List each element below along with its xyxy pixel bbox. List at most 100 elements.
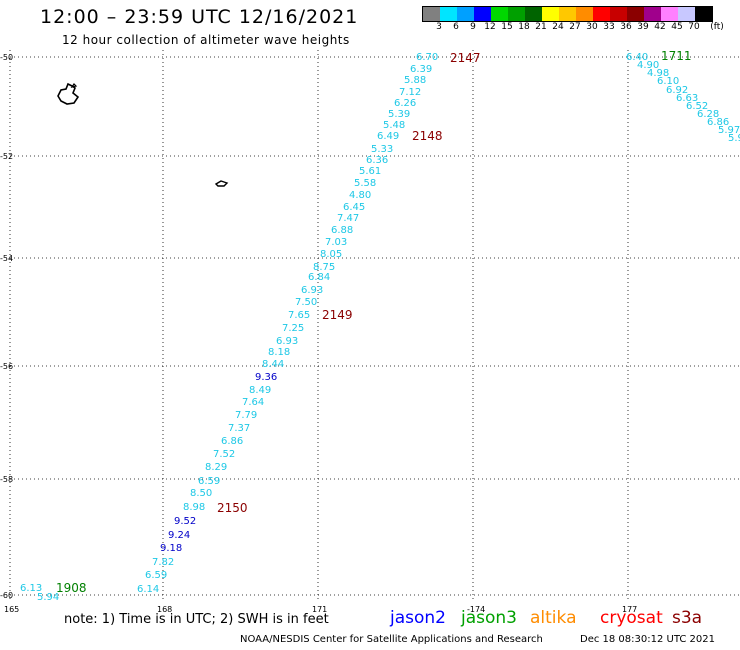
legend-swatch: [695, 7, 712, 21]
swh-value-label: 7.03: [325, 237, 347, 248]
legend-label: 3: [436, 22, 442, 32]
swh-value-label: 9.36: [255, 372, 277, 383]
swh-value-label: 4.80: [349, 190, 371, 201]
legend-swatch: [440, 7, 457, 21]
swh-value-label: 5.48: [383, 120, 405, 131]
page-subtitle: 12 hour collection of altimeter wave hei…: [62, 33, 350, 47]
legend-label: 24: [552, 22, 564, 32]
swh-value-label: 6.52: [686, 101, 708, 112]
swh-value-label: 5.39: [388, 109, 410, 120]
sat-s3a: s3a: [672, 608, 703, 628]
time-label: 2148: [412, 129, 443, 143]
legend-label: 9: [470, 22, 476, 32]
swh-value-label: 6.92: [666, 85, 688, 96]
swh-value-label: 6.39: [410, 64, 432, 75]
time-label: 2149: [322, 308, 353, 322]
swh-value-label: 9.24: [168, 530, 190, 541]
legend-swatch: [542, 7, 559, 21]
swh-value-label: 6.86: [221, 436, 243, 447]
legend-unit: (ft): [710, 22, 724, 32]
swh-value-label: 9.18: [160, 543, 182, 554]
swh-value-label: 6.45: [343, 202, 365, 213]
swh-value-label: 6.84: [308, 272, 330, 283]
swh-value-label: 8.05: [320, 249, 342, 260]
axis-labels: -50 -52 -54 -56 -58 -60 165 168 171 -174 177: [0, 53, 637, 614]
generation-timestamp: Dec 18 08:30:12 UTC 2021: [580, 634, 715, 645]
legend-label: 42: [654, 22, 666, 32]
legend-label: 12: [484, 22, 496, 32]
sat-altika: altika: [530, 608, 577, 628]
lon-tick-label: -174: [467, 605, 485, 614]
legend-swatch: [508, 7, 525, 21]
legend-label: 70: [688, 22, 700, 32]
legend-swatch: [661, 7, 678, 21]
legend-swatch: [474, 7, 491, 21]
swh-value-label: 6.86: [707, 117, 729, 128]
swh-value-label: 9.52: [174, 516, 196, 527]
legend-swatch: [678, 7, 695, 21]
legend-label: 6: [453, 22, 459, 32]
legend-swatch: [610, 7, 627, 21]
lon-tick-label: 177: [622, 605, 637, 614]
campbell-island-shape: [57, 82, 80, 105]
islet-shape: [70, 83, 78, 88]
lon-tick-label: 168: [157, 605, 172, 614]
time-label: 1711: [661, 49, 692, 63]
swh-value-label: 6.70: [416, 52, 438, 63]
swh-value-label: 8.44: [262, 359, 284, 370]
swh-value-label: 7.25: [282, 323, 304, 334]
swh-value-label: 7.82: [152, 557, 174, 568]
color-legend: [422, 6, 713, 22]
swh-value-label: 5.58: [354, 178, 376, 189]
legend-label: 39: [637, 22, 649, 32]
time-label: 2150: [217, 501, 248, 515]
swh-value-label: 6.40: [626, 52, 648, 63]
swh-value-label: 6.13: [20, 583, 42, 594]
swh-value-label: 6.59: [145, 570, 167, 581]
swh-value-label: 7.37: [228, 423, 250, 434]
lat-tick-label: -52: [0, 152, 13, 161]
swh-value-label: 8.50: [190, 488, 212, 499]
swh-value-label: 7.47: [337, 213, 359, 224]
lat-tick-label: -56: [0, 362, 13, 371]
swh-value-label: 8.98: [183, 502, 205, 513]
swh-value-label: 7.65: [288, 310, 310, 321]
legend-label: 21: [535, 22, 547, 32]
sat-jason3: jason3: [461, 608, 517, 628]
legend-label: 27: [569, 22, 581, 32]
swh-value-label: 5.61: [359, 166, 381, 177]
swh-value-label: 8.49: [249, 385, 271, 396]
time-label: 2147: [450, 51, 481, 65]
lat-tick-label: -50: [0, 53, 13, 62]
swh-value-label: 7.79: [235, 410, 257, 421]
altimeter-tracks: 6.706.395.887.126.265.395.486.49 5.336.36…: [20, 49, 740, 603]
coastline: [57, 82, 229, 187]
legend-swatch: [593, 7, 610, 21]
page-title: 12:00 – 23:59 UTC 12/16/2021: [40, 6, 359, 28]
legend-swatch: [576, 7, 593, 21]
lat-tick-label: -58: [0, 475, 13, 484]
swh-value-label: 7.50: [295, 297, 317, 308]
swh-value-label: 6.14: [137, 584, 159, 595]
swh-value-label: 6.36: [366, 155, 388, 166]
swh-value-label: 6.88: [331, 225, 353, 236]
legend-swatch: [423, 7, 440, 21]
auckland-islet-shape: [214, 180, 229, 187]
footer-note: note: 1) Time is in UTC; 2) SWH is in fe…: [64, 612, 329, 627]
legend-swatch: [627, 7, 644, 21]
swh-value-label: 5.9: [728, 133, 740, 144]
lat-tick-label: -54: [0, 254, 13, 263]
lat-tick-label: -60: [0, 591, 13, 600]
swh-value-label: 6.93: [276, 336, 298, 347]
swh-value-label: 8.75: [313, 262, 335, 273]
swh-value-label: 5.97: [718, 125, 740, 136]
legend-swatch: [644, 7, 661, 21]
legend-swatch: [491, 7, 508, 21]
legend-label: 30: [586, 22, 598, 32]
swh-value-label: 7.52: [213, 449, 235, 460]
lon-tick-label: 171: [312, 605, 327, 614]
time-label: 1908: [56, 581, 87, 595]
map-grid: [9, 50, 740, 600]
legend-label: 18: [518, 22, 530, 32]
